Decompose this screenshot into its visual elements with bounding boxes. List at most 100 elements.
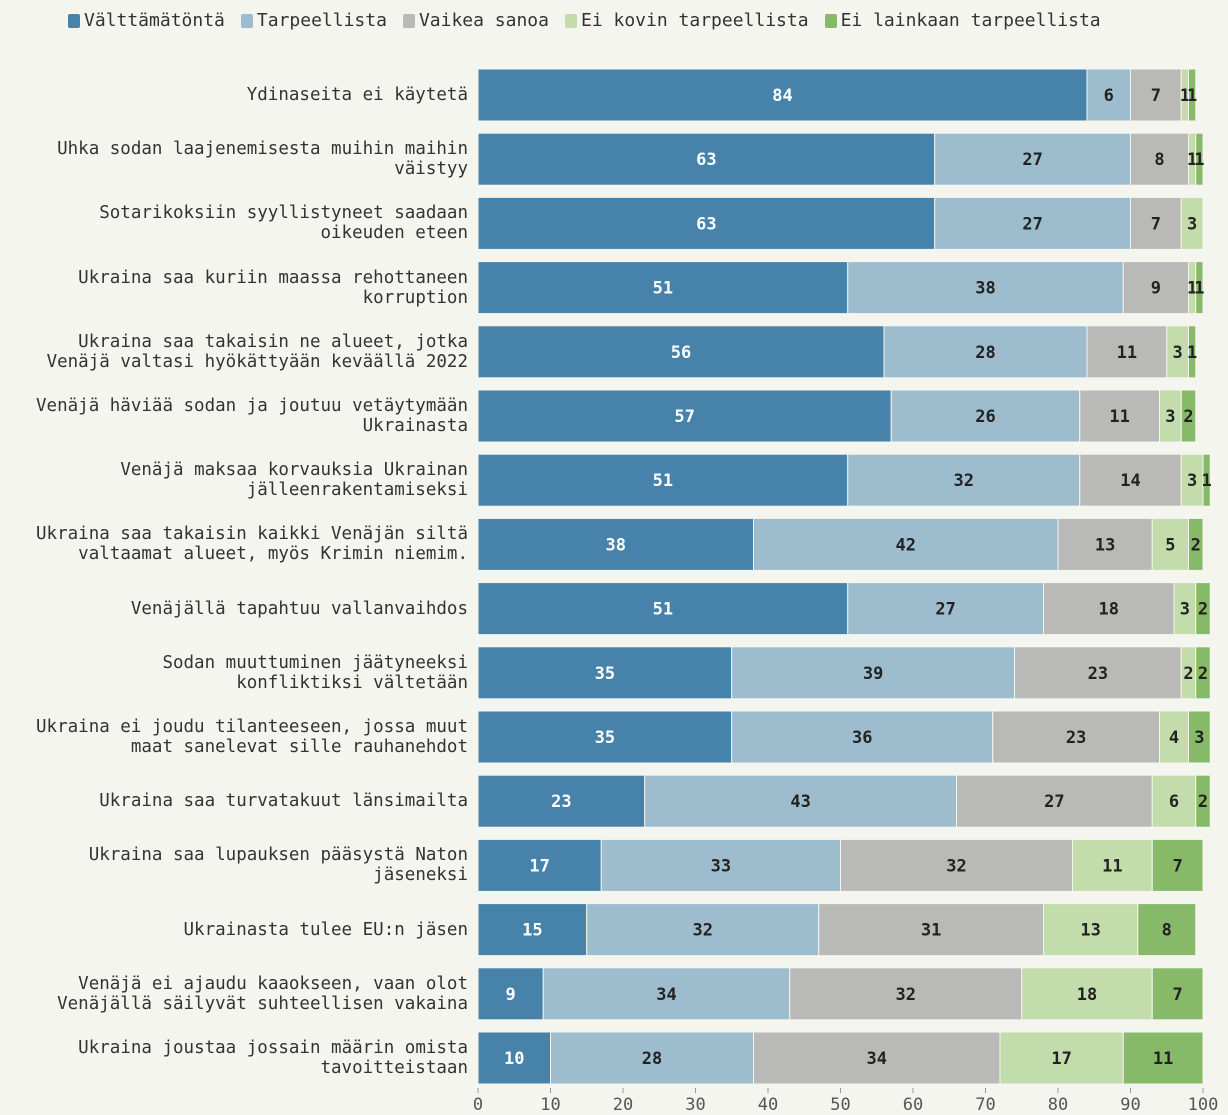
- bar-segment: [818, 903, 1044, 957]
- x-tick-label: 100: [1188, 1095, 1219, 1115]
- data-label: 10: [504, 1049, 524, 1069]
- bar-segment: [1130, 132, 1189, 186]
- data-label: 51: [653, 471, 673, 491]
- bar-segment: [1151, 838, 1204, 892]
- data-label: 1: [1187, 86, 1197, 106]
- bar-segment: [1151, 967, 1204, 1021]
- bar-segment: [477, 838, 602, 892]
- category-label: Ukraina saa lupauksen pääsystä Naton jäs…: [88, 845, 468, 886]
- bar-segment: [956, 774, 1153, 828]
- category-label: Sodan muuttuminen jäätyneeksi konfliktik…: [162, 652, 468, 693]
- bar-segment: [1137, 903, 1197, 957]
- data-label: 18: [1077, 985, 1097, 1005]
- bar-segment: [1195, 132, 1204, 186]
- bar-segment: [890, 389, 1081, 443]
- data-label: 27: [935, 600, 955, 620]
- bar-segment: [1021, 967, 1153, 1021]
- x-tick-label: 50: [830, 1095, 850, 1115]
- data-label: 28: [975, 343, 995, 363]
- data-label: 3: [1165, 407, 1175, 427]
- legend-swatch: [824, 13, 837, 28]
- bar-segment: [477, 389, 892, 443]
- x-tick-label: 0: [473, 1095, 483, 1115]
- bar-segment: [1014, 646, 1182, 700]
- bar-segment: [753, 517, 1059, 571]
- category-label: Ydinaseita ei käytetä: [246, 85, 468, 105]
- data-label: 8: [1162, 921, 1172, 941]
- data-label: 23: [1088, 664, 1108, 684]
- bar-segment: [550, 1031, 754, 1085]
- data-label: 7: [1151, 214, 1161, 234]
- data-label: 3: [1194, 728, 1204, 748]
- data-label: 11: [1153, 1049, 1173, 1069]
- data-label: 1: [1187, 279, 1197, 299]
- data-label: 2: [1191, 535, 1201, 555]
- data-label: 1: [1187, 343, 1197, 363]
- bar-segment: [847, 453, 1081, 507]
- data-label: 39: [863, 664, 883, 684]
- data-label: 57: [674, 407, 694, 427]
- x-tick-label: 20: [613, 1095, 633, 1115]
- data-label: 35: [595, 664, 615, 684]
- data-label: 2: [1198, 664, 1208, 684]
- bar-segment: [1079, 389, 1160, 443]
- bar-segment: [1043, 582, 1175, 636]
- data-label: 34: [656, 985, 676, 1005]
- bar-segment: [1188, 68, 1197, 122]
- legend-label: Ei kovin tarpeellista: [580, 10, 809, 31]
- bar-segment: [1188, 325, 1197, 379]
- data-label: 2: [1183, 407, 1193, 427]
- data-label: 4: [1169, 728, 1179, 748]
- bar-segment: [1159, 710, 1189, 764]
- bar-segment: [477, 582, 849, 636]
- bar-segment: [1195, 774, 1211, 828]
- category-label: Venäjä ei ajaudu kaaokseen, vaan olot Ve…: [57, 973, 468, 1014]
- data-label: 33: [711, 856, 731, 876]
- bar-segment: [1151, 517, 1189, 571]
- bar-segment: [1122, 261, 1189, 315]
- category-label: Uhka sodan laajenemisesta muihin maihin …: [57, 139, 468, 180]
- data-label: 35: [595, 728, 615, 748]
- bar-segment: [789, 967, 1023, 1021]
- data-label: 6: [1169, 792, 1179, 812]
- category-label: Venäjä maksaa korvauksia Ukrainan jällee…: [120, 460, 468, 501]
- bar-segment: [477, 903, 588, 957]
- category-label: Ukraina saa takaisin kaikki Venäjän silt…: [36, 524, 468, 565]
- data-label: 17: [529, 856, 549, 876]
- bar-segment: [477, 196, 936, 250]
- data-label: 15: [522, 921, 542, 941]
- bar-segment: [1122, 1031, 1204, 1085]
- category-label: Ukraina saa turvatakuut länsimailta: [99, 791, 468, 812]
- bar-segment: [1188, 710, 1211, 764]
- category-label: Sotarikoksiin syyllistyneet saadaan oike…: [99, 203, 468, 244]
- category-label: Ukraina joustaa jossain määrin omista ta…: [78, 1038, 468, 1078]
- bar-segment: [934, 196, 1131, 250]
- data-label: 11: [1109, 407, 1129, 427]
- bar-segment: [477, 261, 849, 315]
- data-label: 32: [693, 921, 713, 941]
- bar-segment: [477, 453, 849, 507]
- bar-segment: [753, 1031, 1001, 1085]
- data-label: 1: [1187, 150, 1197, 170]
- data-label: 2: [1198, 792, 1208, 812]
- data-label: 17: [1051, 1049, 1071, 1069]
- legend-item: Välttämätöntä: [68, 10, 225, 31]
- x-tick-label: 80: [1048, 1095, 1068, 1115]
- data-label: 56: [671, 343, 691, 363]
- bar-segment: [999, 1031, 1124, 1085]
- bar-segment: [477, 646, 733, 700]
- data-label: 23: [1066, 728, 1086, 748]
- data-label: 2: [1183, 664, 1193, 684]
- data-label: 32: [896, 985, 916, 1005]
- bar-segment: [477, 68, 1088, 122]
- data-label: 7: [1173, 856, 1183, 876]
- data-label: 42: [896, 535, 916, 555]
- legend-label: Välttämätöntä: [84, 10, 225, 31]
- bar-segment: [1130, 68, 1182, 122]
- data-label: 5: [1165, 535, 1175, 555]
- data-label: 31: [921, 921, 941, 941]
- data-label: 32: [954, 471, 974, 491]
- data-label: 3: [1187, 471, 1197, 491]
- data-label: 28: [642, 1049, 662, 1069]
